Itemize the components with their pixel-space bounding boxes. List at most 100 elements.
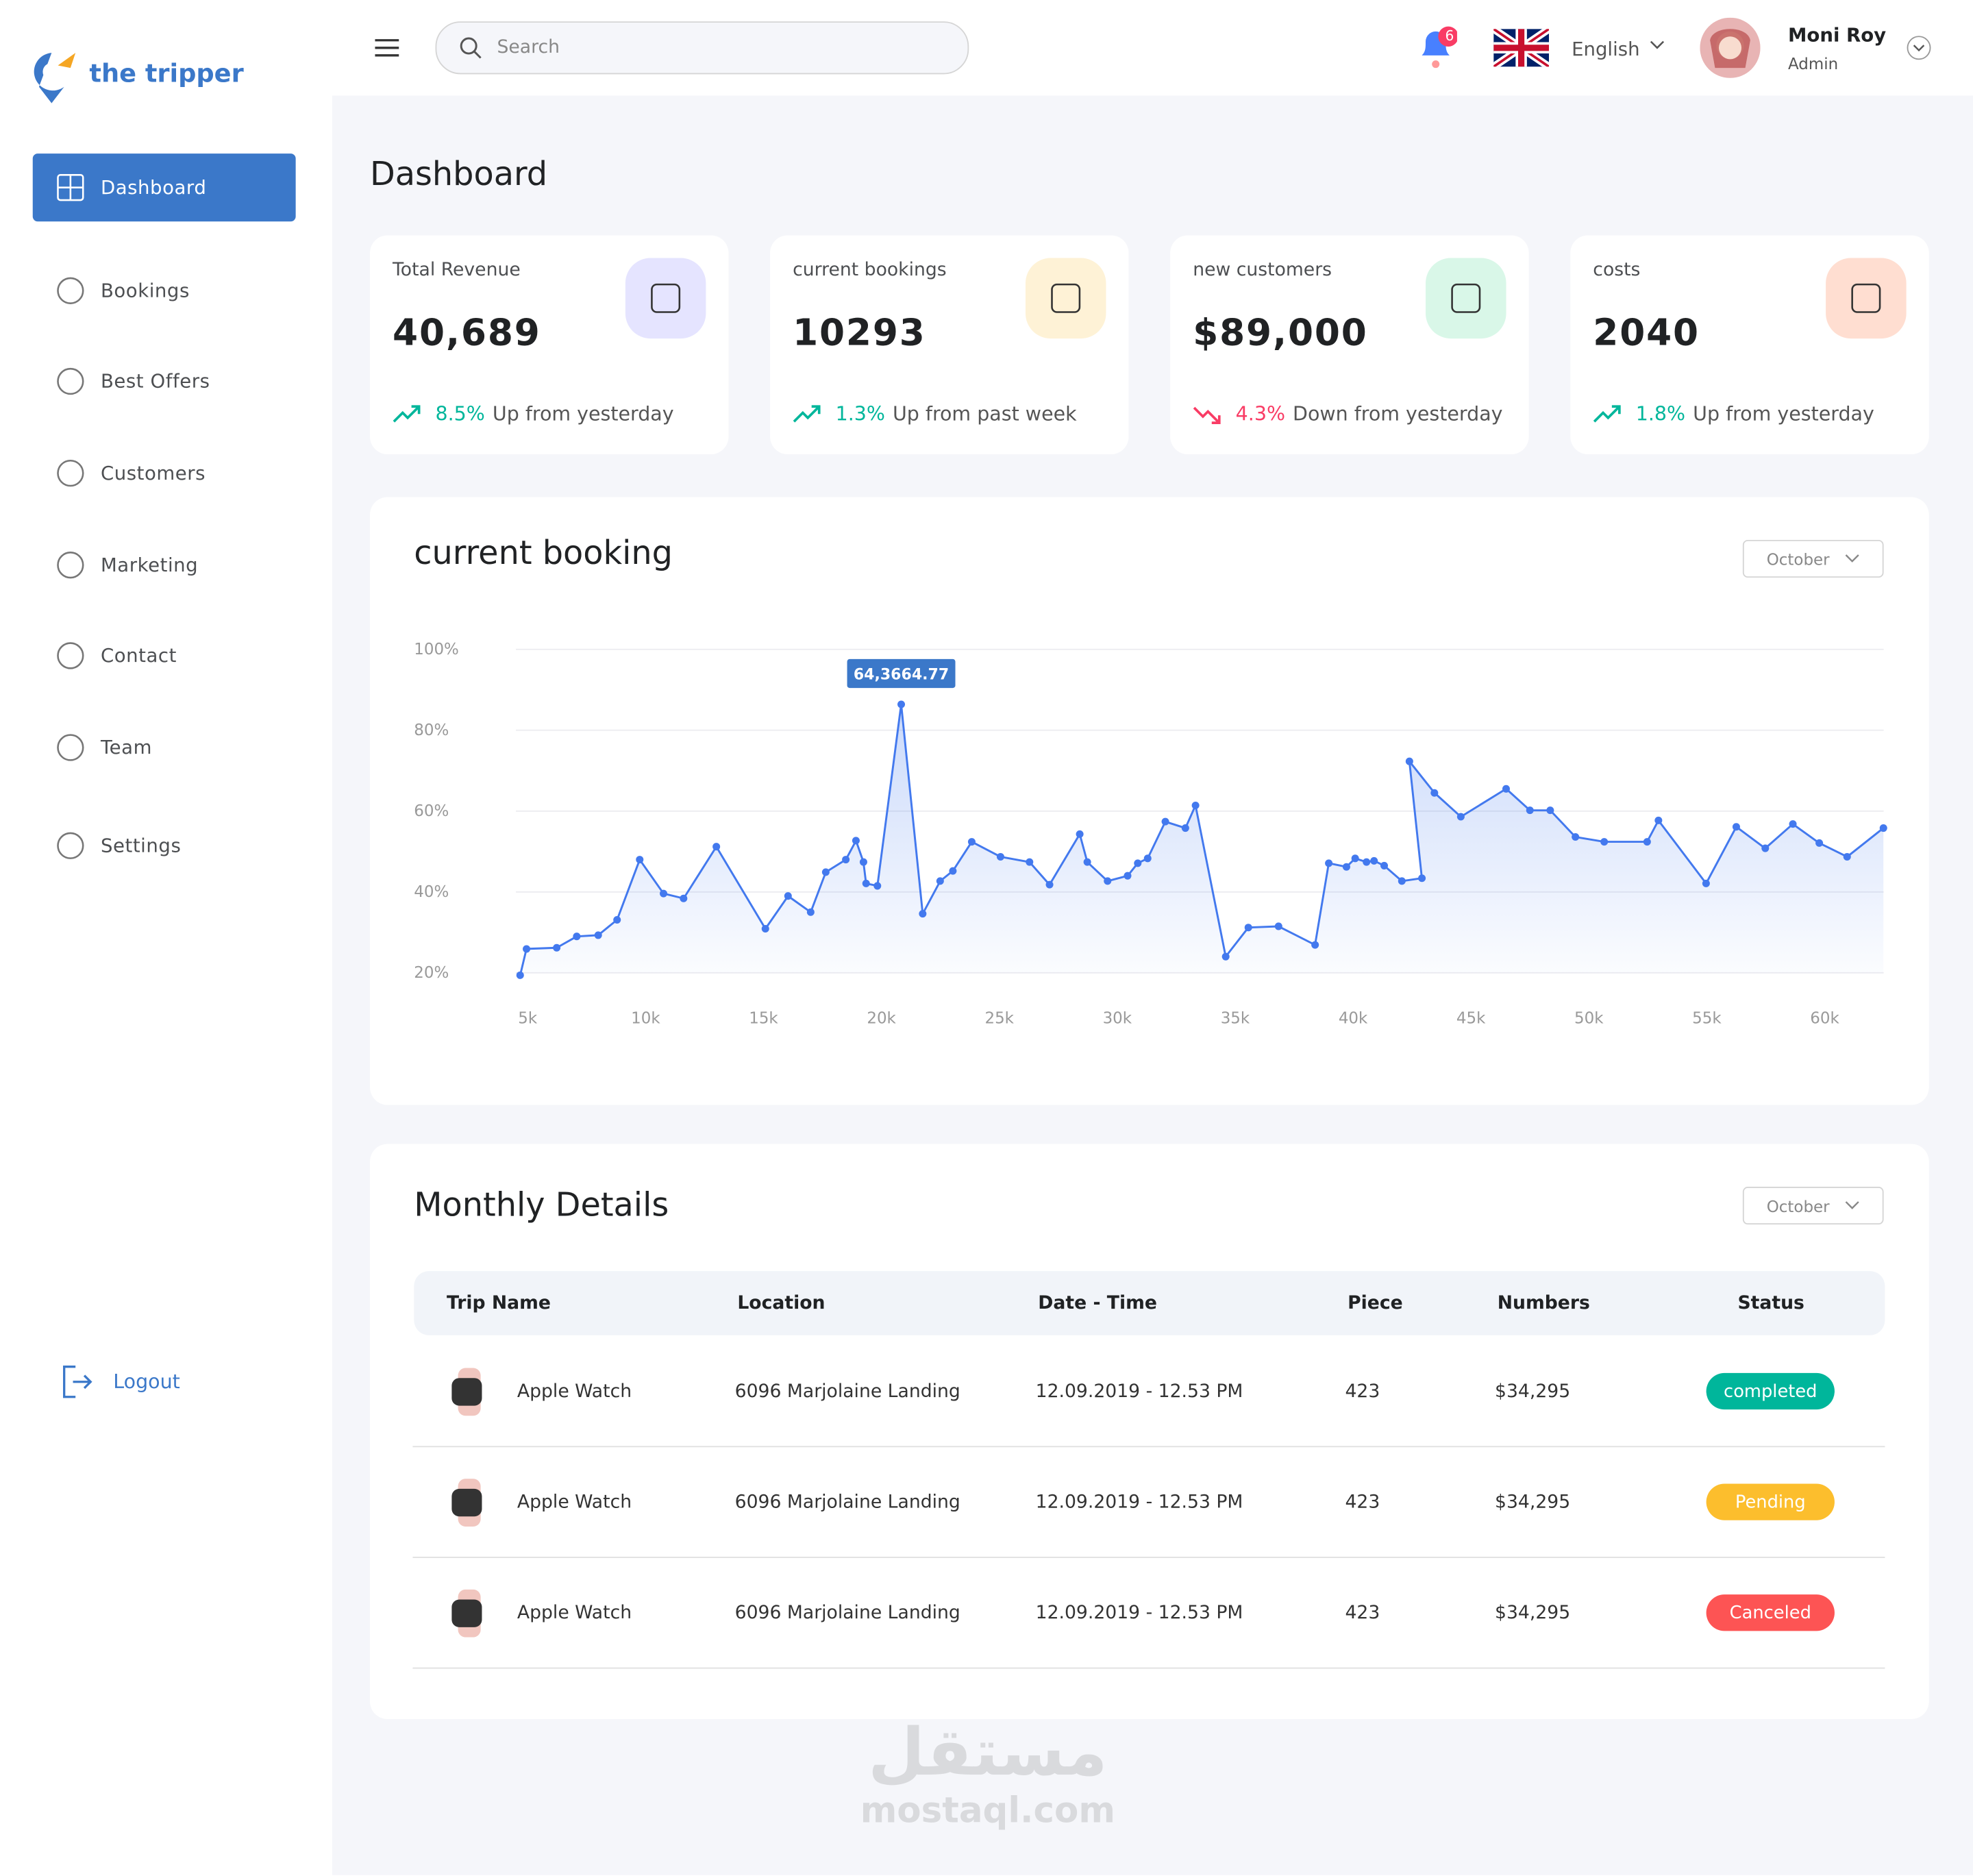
nav-item[interactable]: Settings <box>33 812 296 880</box>
icon-shape <box>651 283 681 313</box>
watch-face <box>451 1599 482 1627</box>
table-header-cell: Trip Name <box>447 1294 551 1314</box>
table-cell: Apple Watch <box>517 1381 632 1403</box>
icon-shape <box>57 277 84 304</box>
point <box>1221 952 1230 961</box>
nav-icon <box>57 277 84 304</box>
nav-item[interactable]: Bookings <box>33 257 296 325</box>
chart-filter[interactable]: October <box>1742 539 1884 578</box>
nav-icon <box>57 642 84 669</box>
logout[interactable]: Logout <box>60 1364 180 1399</box>
nav-item[interactable]: Marketing <box>33 531 296 599</box>
y-tick-label: 80% <box>414 721 449 739</box>
icon-shape <box>1851 283 1881 313</box>
stat-label: costs <box>1593 260 1641 281</box>
point <box>1789 820 1797 828</box>
user-menu[interactable] <box>1907 35 1932 60</box>
nav-item[interactable]: Best Offers <box>33 347 296 415</box>
menu-button[interactable] <box>375 38 400 58</box>
point <box>1732 823 1740 831</box>
table-cell: $34,295 <box>1495 1492 1571 1513</box>
search-icon <box>460 37 482 59</box>
x-tick-label: 55k <box>1692 1009 1722 1027</box>
nav-label: Dashboard <box>100 176 207 199</box>
point <box>1430 789 1439 797</box>
stat-card: Total Revenue 40,689 8.5% Up from yesterday <box>369 235 729 455</box>
point <box>594 931 602 939</box>
stat-card: current bookings 10293 1.3% Up from past we… <box>770 235 1129 455</box>
point <box>996 852 1004 861</box>
icon-shape <box>57 459 84 487</box>
point <box>712 843 721 851</box>
stat-label: Total Revenue <box>393 260 521 281</box>
stat-icon-glyph <box>1851 283 1881 313</box>
point <box>1351 854 1359 863</box>
point <box>862 879 870 887</box>
nav-item[interactable]: Contact <box>33 621 296 689</box>
table-cell: Apple Watch <box>517 1492 632 1513</box>
point <box>873 882 882 890</box>
nav-item[interactable]: Customers <box>33 439 296 507</box>
y-tick-label: 60% <box>414 802 449 820</box>
nav-icon <box>57 459 84 487</box>
point <box>1124 872 1132 880</box>
point <box>1761 844 1770 852</box>
x-tick-label: 50k <box>1574 1009 1604 1027</box>
nav-item[interactable]: Team <box>33 713 296 781</box>
table-row: Apple Watch 6096 Marjolaine Landing 12.09.… <box>412 1335 1885 1448</box>
nav-label: Team <box>100 736 152 759</box>
table-cell: $34,295 <box>1495 1603 1571 1624</box>
avatar <box>1700 17 1761 78</box>
watch-face <box>451 1488 482 1517</box>
point <box>1143 854 1152 863</box>
notification-bell[interactable] <box>1417 25 1457 71</box>
table-header-cell: Date - Time <box>1038 1294 1157 1314</box>
point <box>680 894 688 902</box>
point <box>1546 806 1554 815</box>
icon-shape <box>1051 283 1081 313</box>
point <box>573 933 581 941</box>
search-box[interactable]: Search <box>435 21 969 75</box>
point <box>842 856 850 864</box>
x-tick-label: 45k <box>1456 1009 1486 1027</box>
point <box>936 877 944 885</box>
table-filter[interactable]: October <box>1742 1187 1884 1225</box>
stat-label: new customers <box>1193 260 1332 281</box>
table-header-cell: Status <box>1737 1294 1804 1314</box>
trend-line <box>793 405 821 423</box>
table-cell: 6096 Marjolaine Landing <box>734 1381 960 1403</box>
table-cell: 423 <box>1345 1492 1380 1513</box>
table-header-cell: Numbers <box>1497 1294 1590 1314</box>
nav-item[interactable]: Dashboard <box>32 153 296 222</box>
point <box>806 908 815 916</box>
trend-line <box>1593 405 1621 423</box>
product-image <box>451 1368 482 1416</box>
chart: 20% 40% 60% 80% 100% 5k 10k 15k 20k 25k 30k 35k 40k 4… <box>414 641 1887 1027</box>
stat-change-note: Up from past week <box>892 402 1077 425</box>
trend-icon <box>1193 406 1221 424</box>
point <box>1643 838 1651 846</box>
point <box>1342 863 1350 871</box>
point <box>660 889 668 898</box>
x-tick-label: 60k <box>1810 1009 1839 1027</box>
table-header: Trip Name Location Date - Time Piece Numbers… <box>414 1271 1885 1335</box>
stat-icon <box>1426 258 1506 339</box>
user-name: Moni Roy <box>1787 23 1887 47</box>
stat-card: new customers $89,000 4.3% Down from yester… <box>1170 235 1529 455</box>
point <box>1526 806 1534 815</box>
watch-face <box>451 1378 482 1406</box>
trend-line <box>393 405 421 423</box>
stat-change: 1.3% Up from past week <box>793 402 1077 425</box>
y-tick-label: 20% <box>414 964 449 982</box>
stat-change-value: 1.8% <box>1635 402 1686 425</box>
icon-shape <box>57 642 84 669</box>
icon-shape <box>57 734 84 761</box>
language[interactable]: English <box>1572 38 1640 61</box>
point <box>1134 859 1142 867</box>
nav-icon <box>57 174 84 201</box>
point <box>1405 757 1413 765</box>
stat-change-note: Up from yesterday <box>1693 402 1874 425</box>
chart-filter-label: October <box>1766 549 1830 569</box>
stat-change: 1.8% Up from yesterday <box>1593 403 1874 425</box>
table-cell: $34,295 <box>1495 1381 1571 1403</box>
